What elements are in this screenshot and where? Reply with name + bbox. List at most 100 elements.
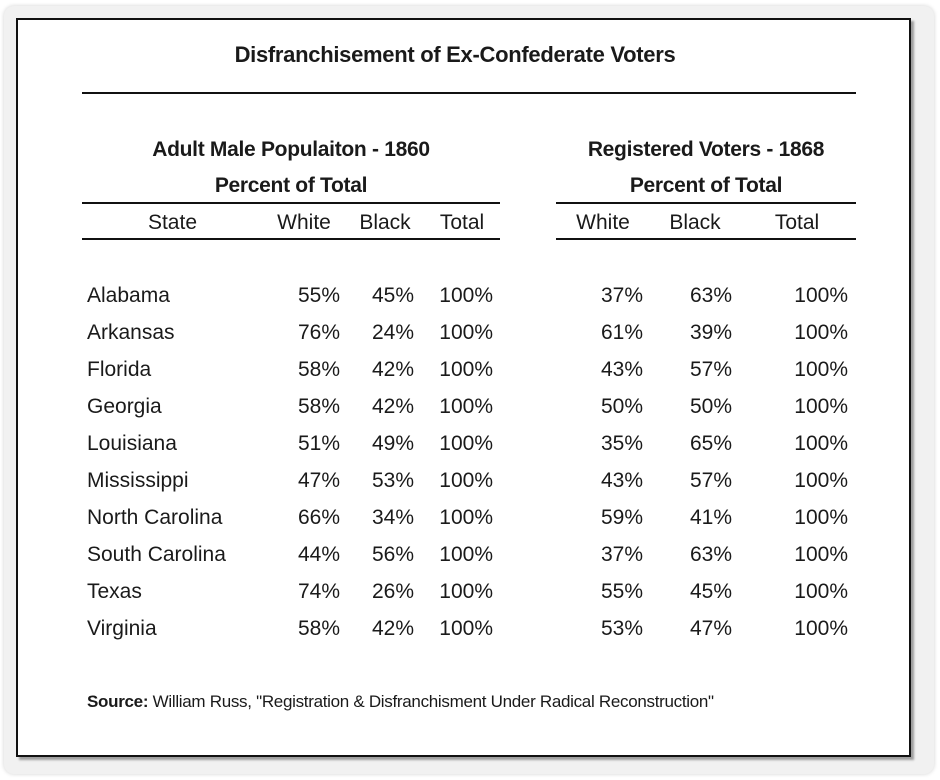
col-header-black-1860: Black — [359, 211, 411, 234]
state-name: Georgia — [87, 395, 162, 418]
table-row: Virginia 58% 42% 100% 53% 47% 100% — [0, 617, 910, 654]
black-1860: 49% — [371, 432, 414, 455]
table-title: Disfranchisement of Ex-Confederate Voter… — [234, 42, 676, 67]
total-1860: 100% — [439, 432, 493, 455]
white-1860: 47% — [297, 469, 340, 492]
source-note: Source: William Russ, "Registration & Di… — [87, 692, 714, 712]
col-header-total-1868: Total — [774, 211, 820, 234]
white-1868: 37% — [600, 543, 643, 566]
group-1860-rule-bottom — [82, 238, 500, 240]
total-1860: 100% — [439, 543, 493, 566]
total-1868: 100% — [794, 617, 848, 640]
total-1868: 100% — [794, 321, 848, 344]
white-1868: 50% — [600, 395, 643, 418]
state-name: South Carolina — [87, 543, 226, 566]
black-1868: 65% — [689, 432, 732, 455]
state-name: Louisiana — [87, 432, 177, 455]
black-1860: 26% — [371, 580, 414, 603]
black-1860: 56% — [371, 543, 414, 566]
table-row: Mississippi 47% 53% 100% 43% 57% 100% — [0, 469, 910, 506]
table-row: Louisiana 51% 49% 100% 35% 65% 100% — [0, 432, 910, 469]
white-1860: 58% — [297, 358, 340, 381]
white-1860: 76% — [297, 321, 340, 344]
table-row: Texas 74% 26% 100% 55% 45% 100% — [0, 580, 910, 617]
white-1868: 37% — [600, 284, 643, 307]
group-1860-subheading: Percent of Total — [214, 174, 368, 197]
black-1868: 63% — [689, 543, 732, 566]
white-1868: 43% — [600, 469, 643, 492]
black-1860: 45% — [371, 284, 414, 307]
total-1860: 100% — [439, 506, 493, 529]
black-1868: 39% — [689, 321, 732, 344]
total-1860: 100% — [439, 321, 493, 344]
state-name: Florida — [87, 358, 152, 381]
title-rule — [82, 92, 856, 94]
total-1860: 100% — [439, 284, 493, 307]
table-row: Alabama 55% 45% 100% 37% 63% 100% — [0, 284, 910, 321]
black-1868: 50% — [689, 395, 732, 418]
source-label: Source: — [87, 692, 149, 711]
white-1860: 66% — [297, 506, 340, 529]
black-1868: 57% — [689, 358, 732, 381]
black-1860: 42% — [371, 358, 414, 381]
state-name: Arkansas — [87, 321, 175, 344]
table-frame — [16, 18, 911, 757]
white-1868: 61% — [600, 321, 643, 344]
group-1860-heading: Adult Male Populaiton - 1860 — [152, 138, 430, 161]
white-1868: 43% — [600, 358, 643, 381]
state-name: Mississippi — [87, 469, 189, 492]
table-row: Arkansas 76% 24% 100% 61% 39% 100% — [0, 321, 910, 358]
col-header-black-1868: Black — [669, 211, 721, 234]
total-1860: 100% — [439, 580, 493, 603]
white-1868: 35% — [600, 432, 643, 455]
white-1860: 44% — [297, 543, 340, 566]
group-1868-heading: Registered Voters - 1868 — [587, 138, 825, 161]
col-header-white-1868: White — [576, 211, 630, 234]
black-1868: 63% — [689, 284, 732, 307]
total-1868: 100% — [794, 395, 848, 418]
black-1860: 42% — [371, 395, 414, 418]
white-1860: 51% — [297, 432, 340, 455]
state-name: Texas — [87, 580, 142, 603]
black-1860: 34% — [371, 506, 414, 529]
total-1868: 100% — [794, 432, 848, 455]
total-1868: 100% — [794, 543, 848, 566]
group-1860-rule-top — [82, 202, 500, 204]
white-1868: 53% — [600, 617, 643, 640]
total-1868: 100% — [794, 358, 848, 381]
group-1868-rule-bottom — [556, 238, 856, 240]
total-1860: 100% — [439, 617, 493, 640]
source-text: William Russ, "Registration & Disfranchi… — [148, 692, 714, 711]
black-1868: 47% — [689, 617, 732, 640]
table-row: Florida 58% 42% 100% 43% 57% 100% — [0, 358, 910, 395]
black-1868: 41% — [689, 506, 732, 529]
total-1868: 100% — [794, 506, 848, 529]
state-name: Virginia — [87, 617, 157, 640]
table-row: Georgia 58% 42% 100% 50% 50% 100% — [0, 395, 910, 432]
white-1860: 58% — [297, 617, 340, 640]
col-header-state: State — [147, 211, 198, 234]
black-1868: 57% — [689, 469, 732, 492]
black-1860: 42% — [371, 617, 414, 640]
table-row: South Carolina 44% 56% 100% 37% 63% 100% — [0, 543, 910, 580]
state-name: Alabama — [87, 284, 170, 307]
black-1860: 53% — [371, 469, 414, 492]
col-header-total-1860: Total — [439, 211, 485, 234]
total-1860: 100% — [439, 395, 493, 418]
total-1868: 100% — [794, 580, 848, 603]
group-1868-subheading: Percent of Total — [629, 174, 783, 197]
black-1868: 45% — [689, 580, 732, 603]
total-1868: 100% — [794, 284, 848, 307]
white-1868: 59% — [600, 506, 643, 529]
col-header-white-1860: White — [277, 211, 331, 234]
table-row: North Carolina 66% 34% 100% 59% 41% 100% — [0, 506, 910, 543]
white-1860: 74% — [297, 580, 340, 603]
black-1860: 24% — [371, 321, 414, 344]
white-1860: 58% — [297, 395, 340, 418]
total-1860: 100% — [439, 358, 493, 381]
state-name: North Carolina — [87, 506, 223, 529]
total-1860: 100% — [439, 469, 493, 492]
group-1868-rule-top — [556, 202, 856, 204]
white-1868: 55% — [600, 580, 643, 603]
white-1860: 55% — [297, 284, 340, 307]
